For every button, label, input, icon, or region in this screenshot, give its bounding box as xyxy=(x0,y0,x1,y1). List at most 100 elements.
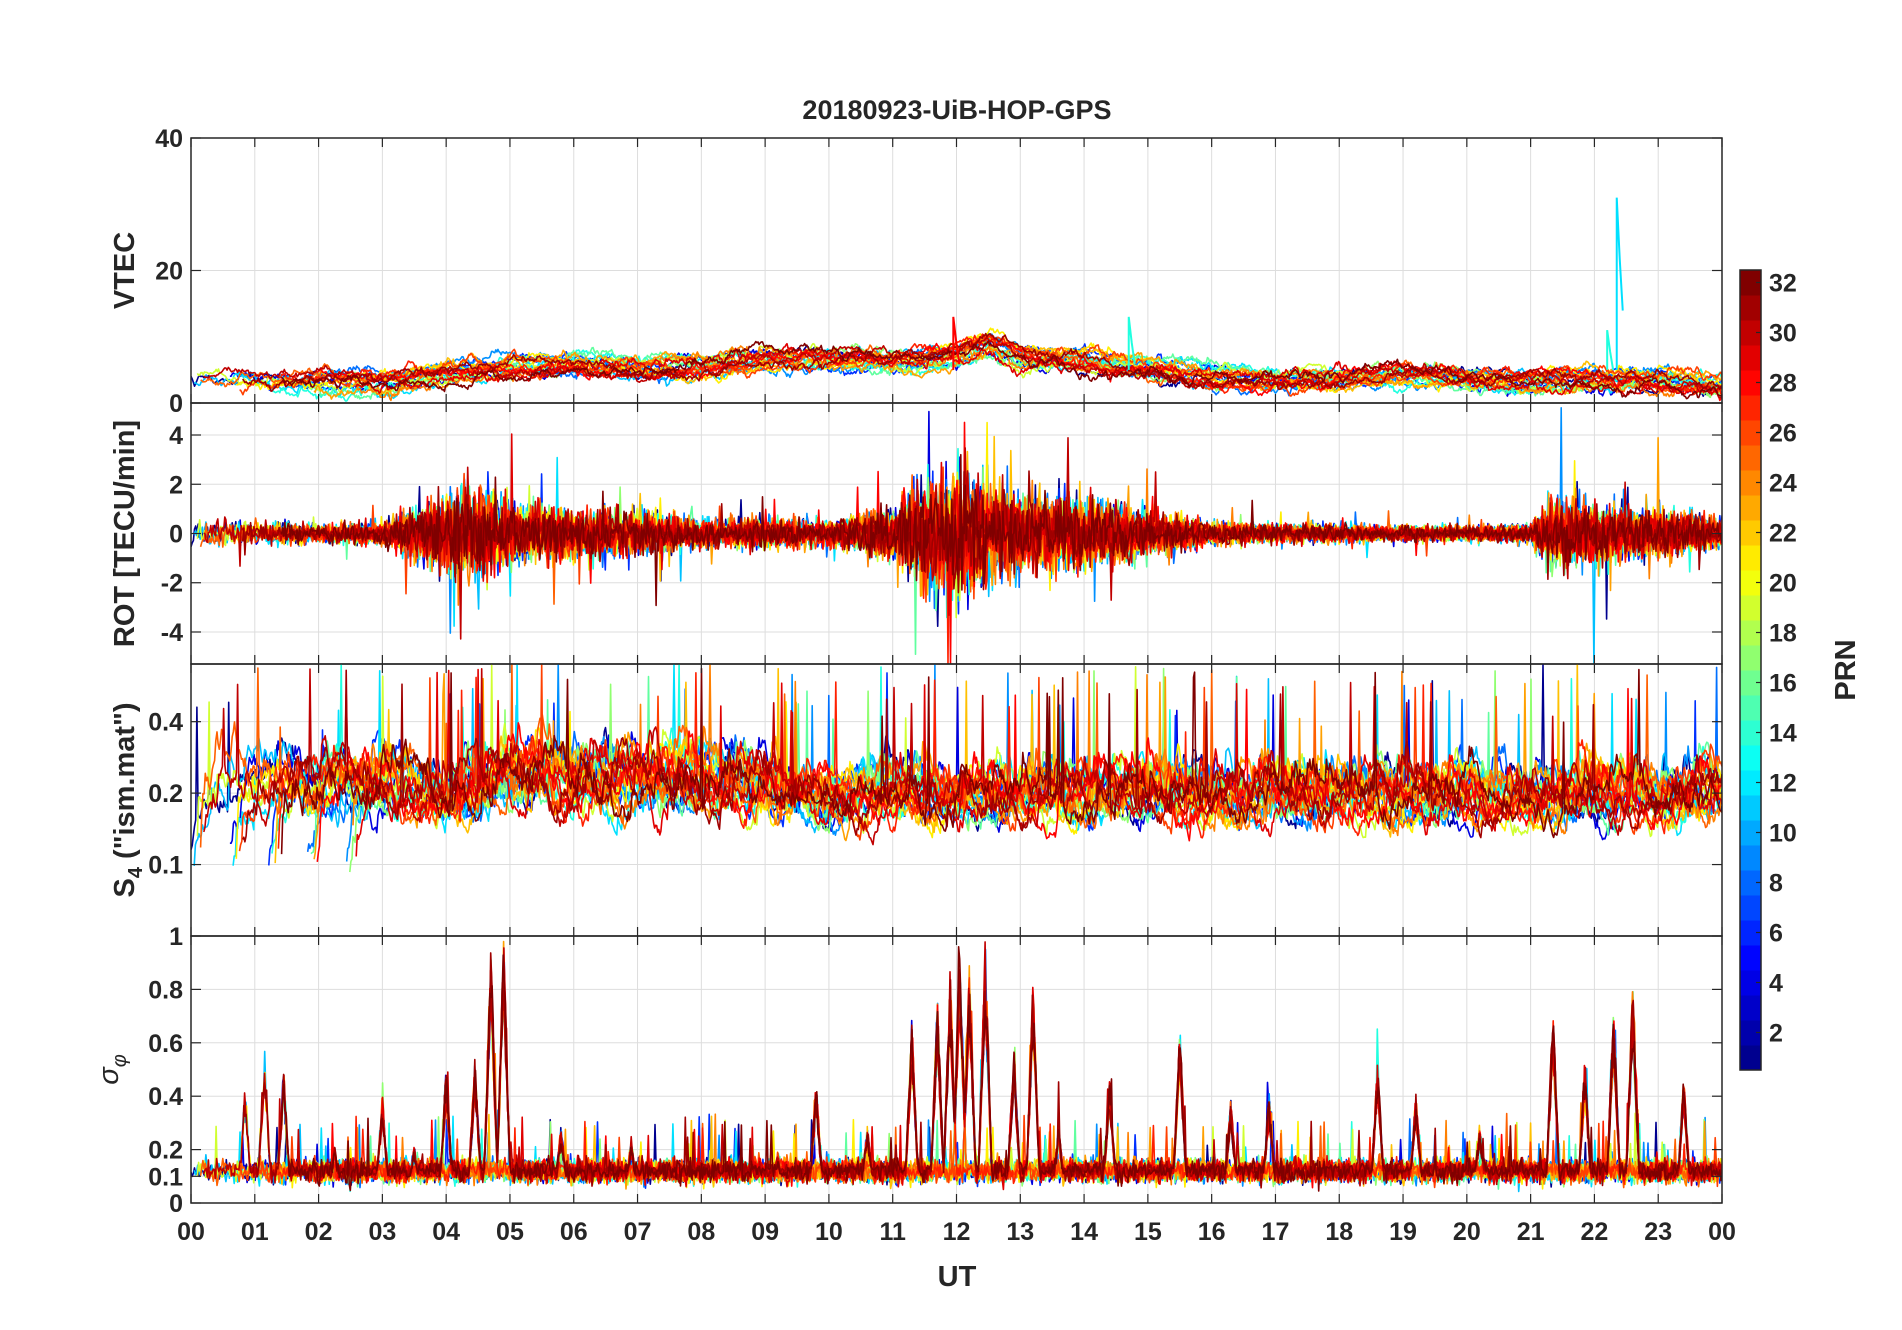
x-tick-label: 16 xyxy=(1198,1218,1226,1246)
vtec-y-label: VTEC xyxy=(109,232,141,309)
x-tick-label: 23 xyxy=(1644,1218,1672,1246)
colorbar-tick-label: 26 xyxy=(1769,420,1797,448)
x-tick-label: 21 xyxy=(1517,1218,1545,1246)
colorbar-segment xyxy=(1740,695,1761,721)
series-line-prn-32-vtec xyxy=(280,340,1722,400)
colorbar-frame xyxy=(1739,269,1762,1071)
x-axis-label: UT xyxy=(938,1261,977,1293)
x-tick-label: 15 xyxy=(1134,1218,1162,1246)
colorbar-segment xyxy=(1740,920,1761,946)
colorbar-tick-label: 24 xyxy=(1769,470,1797,498)
rot-y-label: ROT [TECU/min] xyxy=(109,420,141,647)
x-tick-label: 03 xyxy=(368,1218,396,1246)
y-tick-label: 20 xyxy=(155,258,183,286)
y-tick-label: 4 xyxy=(169,422,183,450)
x-tick-label: 20 xyxy=(1453,1218,1481,1246)
colorbar-segment xyxy=(1740,620,1761,646)
colorbar-segment xyxy=(1740,995,1761,1021)
x-tick-label: 04 xyxy=(432,1218,460,1246)
panel-rot: -4 -2 0 2 4 ROT [TECU/min] xyxy=(109,402,1723,665)
x-tick-label: 12 xyxy=(943,1218,971,1246)
y-label-main: S xyxy=(109,878,141,897)
colorbar-segment xyxy=(1740,420,1761,446)
x-tick-label: 06 xyxy=(560,1218,588,1246)
x-tick-label: 18 xyxy=(1325,1218,1353,1246)
chart-title: 20180923-UiB-HOP-GPS xyxy=(802,95,1111,125)
colorbar-tick-label: 10 xyxy=(1769,820,1797,848)
x-tick-label: 01 xyxy=(241,1218,269,1246)
x-tick-label: 19 xyxy=(1389,1218,1417,1246)
colorbar-segment xyxy=(1740,645,1761,671)
x-tick-label: 11 xyxy=(879,1218,906,1246)
colorbar-segment xyxy=(1740,670,1761,696)
colorbar-segment xyxy=(1740,545,1761,571)
y-tick-label: 40 xyxy=(155,125,183,153)
colorbar-segment xyxy=(1740,345,1761,371)
x-tick-label: 08 xyxy=(687,1218,715,1246)
colorbar-segment xyxy=(1740,270,1761,296)
sigma_phi-traces xyxy=(191,940,1722,1193)
sigma_phi-y-label: σφ xyxy=(93,1054,131,1085)
x-tick-label: 09 xyxy=(751,1218,779,1246)
y-tick-label: 0 xyxy=(169,1190,183,1218)
x-tick-label: 00 xyxy=(1708,1218,1736,1246)
colorbar-segment xyxy=(1740,720,1761,746)
colorbar-tick-label: 32 xyxy=(1769,270,1797,298)
y-tick-label: -4 xyxy=(161,619,183,647)
colorbar-tick-label: 14 xyxy=(1769,720,1797,748)
series-line-prn-31-s4 xyxy=(241,669,1722,843)
colorbar-tick-label: 16 xyxy=(1769,670,1797,698)
y-label-rest: ("ism.mat") xyxy=(109,703,141,867)
colorbar-segment xyxy=(1740,520,1761,546)
colorbar-tick-label: 6 xyxy=(1769,920,1783,948)
y-tick-label: 0.4 xyxy=(148,709,183,737)
y-tick-label: 0.1 xyxy=(148,852,183,880)
vtec-peak xyxy=(1606,329,1615,371)
colorbar-segment xyxy=(1740,820,1761,846)
x-tick-label: 10 xyxy=(815,1218,843,1246)
x-tick-label: 05 xyxy=(496,1218,524,1246)
colorbar-tick-label: 18 xyxy=(1769,620,1797,648)
x-tick-label: 02 xyxy=(305,1218,333,1246)
series-line-prn-32-s4 xyxy=(280,667,1722,855)
y-tick-label: 0 xyxy=(169,390,183,418)
panel-s4: 0.10.20.4S4 ("ism.mat") xyxy=(109,663,1723,937)
colorbar-segment xyxy=(1740,970,1761,996)
vtec-peak xyxy=(1127,316,1136,370)
colorbar-segment xyxy=(1740,570,1761,596)
colorbar-segment xyxy=(1740,595,1761,621)
panel-vtec: 0 20 40 VTEC xyxy=(109,125,1723,418)
colorbar-segment xyxy=(1740,320,1761,346)
panel-sigma_phi: 00.10.2 0.4 0.6 0.8 1 σφ xyxy=(93,923,1723,1218)
y-tick-label: 0.2 xyxy=(148,1137,183,1165)
y-tick-label: 0.8 xyxy=(148,976,183,1004)
colorbar-tick-label: 28 xyxy=(1769,370,1797,398)
y-tick-label: 0 xyxy=(169,521,183,549)
s4-y-label: S4 ("ism.mat") xyxy=(109,703,147,898)
y-tick-label: 0.1 xyxy=(148,1163,183,1191)
vtec-peak xyxy=(1615,197,1624,370)
colorbar-segment xyxy=(1740,845,1761,871)
colorbar-segment xyxy=(1740,770,1761,796)
colorbar-segment xyxy=(1740,795,1761,821)
y-tick-label: 1 xyxy=(169,923,183,951)
colorbar-segment xyxy=(1740,1045,1761,1071)
colorbar-tick-label: 8 xyxy=(1769,870,1783,898)
y-label-subscript: 4 xyxy=(125,866,147,878)
x-tick-label: 13 xyxy=(1006,1218,1034,1246)
x-tick-label: 17 xyxy=(1262,1218,1290,1246)
colorbar-segment xyxy=(1740,895,1761,921)
s4-traces xyxy=(191,664,1722,873)
y-tick-label: 0.2 xyxy=(148,780,183,808)
colorbar-tick-label: 12 xyxy=(1769,770,1797,798)
colorbar-segment xyxy=(1740,945,1761,971)
y-tick-label: 0.4 xyxy=(148,1083,183,1111)
colorbar-label: PRN xyxy=(1830,639,1862,700)
x-tick-label: 22 xyxy=(1581,1218,1609,1246)
y-label-subscript: φ xyxy=(109,1054,131,1067)
colorbar-segment xyxy=(1740,445,1761,471)
series-line-prn-32-rot xyxy=(280,453,1722,607)
